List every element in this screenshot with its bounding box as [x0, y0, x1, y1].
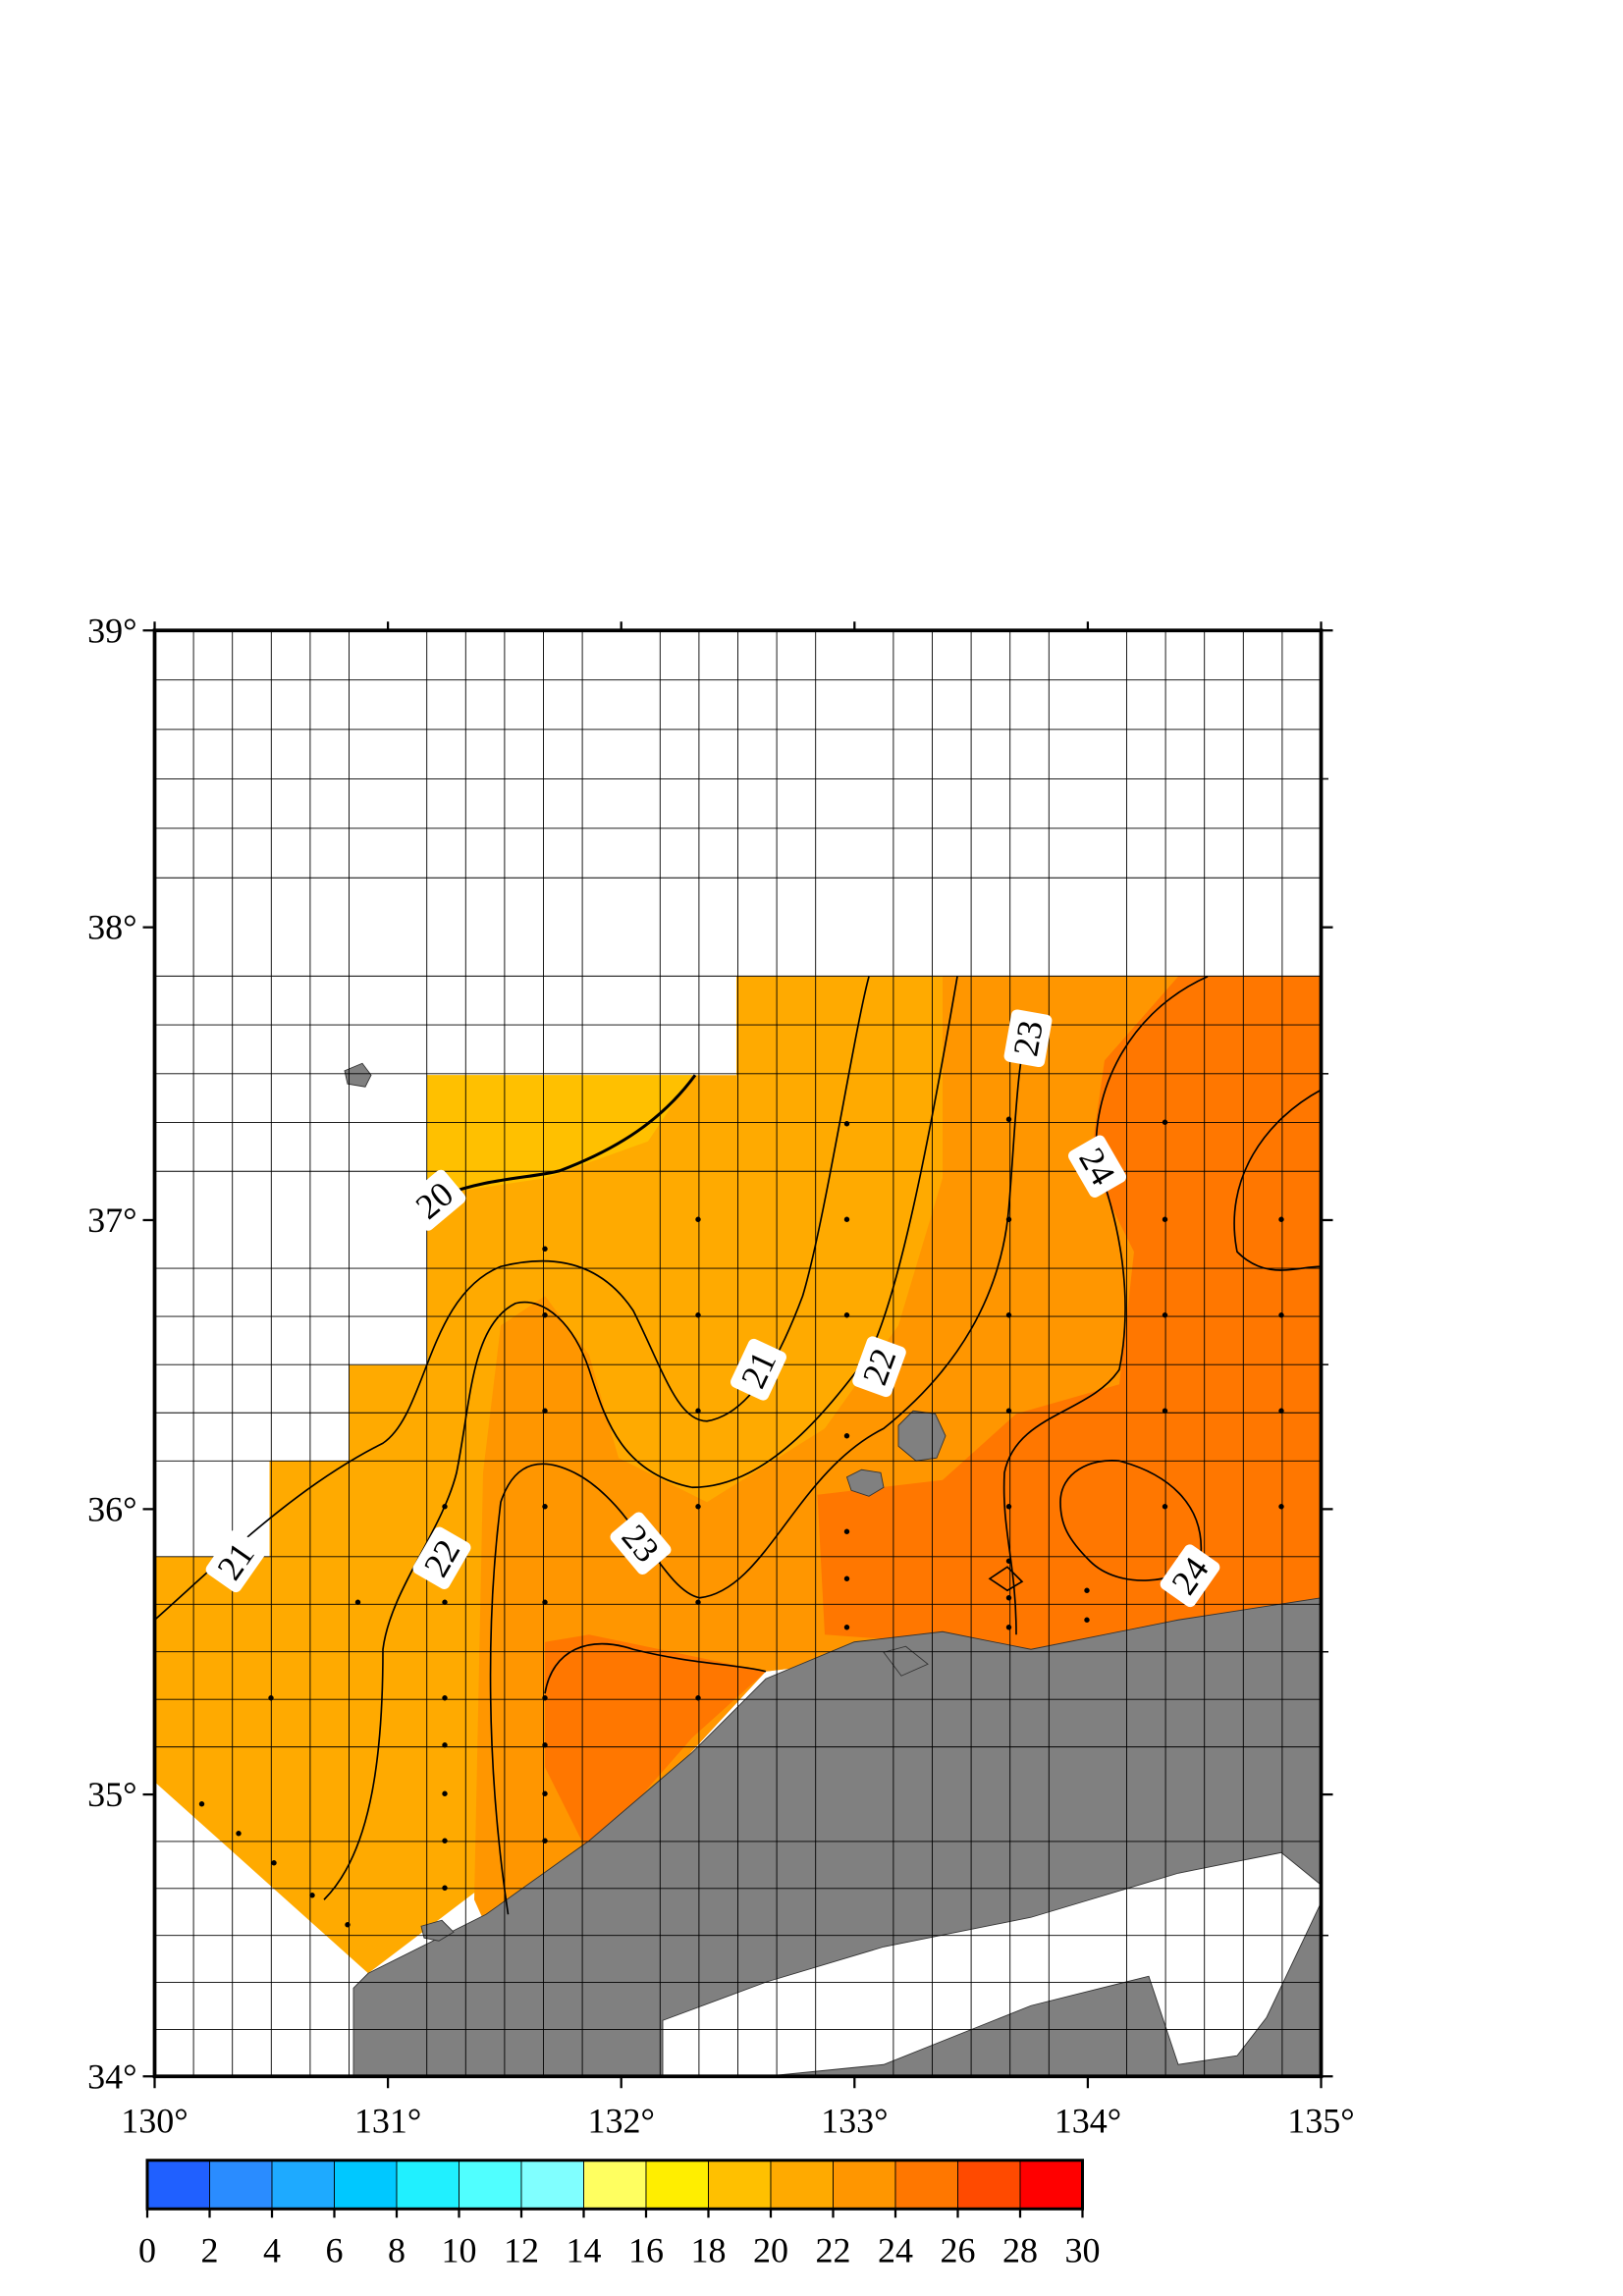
colorbar-tick-label: 22 — [816, 2230, 851, 2269]
colorbar-bin — [833, 2160, 896, 2210]
colorbar-bin — [520, 2160, 584, 2210]
x-tick-label: 131° — [354, 2101, 421, 2140]
contour-label-box — [610, 1512, 672, 1575]
contour-label-box — [1160, 1544, 1220, 1608]
colorbar-tick-label: 8 — [388, 2230, 406, 2269]
contours — [153, 975, 1322, 1915]
colorbar-bin — [271, 2160, 335, 2210]
colorbar-tick-label: 0 — [138, 2230, 156, 2269]
contour-label-text: 23 — [1005, 1018, 1051, 1059]
x-tick-label: 132° — [587, 2101, 654, 2140]
colorbar-tick-label: 20 — [753, 2230, 788, 2269]
colorbar-bin — [957, 2160, 1021, 2210]
colorbar-frame — [145, 2159, 1084, 2211]
contour-label-box — [852, 1336, 906, 1398]
colorbar-tick-label: 6 — [326, 2230, 344, 2269]
grid — [154, 630, 1322, 2077]
colorbar-tick-label: 26 — [941, 2230, 976, 2269]
axes: 130° 131° 132° 133° 134° 135° 34° 35° 36° 37° 38° 3… — [87, 611, 1355, 2140]
colorbar-tick-label: 10 — [442, 2230, 477, 2269]
colorbar-bin — [583, 2160, 647, 2210]
y-tick-label: 35° — [87, 1775, 136, 1814]
contour-label-box — [730, 1338, 786, 1401]
x-tick-label: 134° — [1055, 2101, 1121, 2140]
contour-label-box — [412, 1526, 471, 1589]
contour-label-box — [205, 1529, 266, 1593]
y-tick-label: 39° — [87, 611, 136, 650]
y-tick-label: 37° — [87, 1201, 136, 1240]
colorbar-tick-label: 2 — [201, 2230, 219, 2269]
y-tick-label: 38° — [87, 908, 136, 947]
colorbar-tick-label: 14 — [567, 2230, 602, 2269]
stations — [198, 1116, 1284, 1928]
contour-label-box — [403, 1169, 466, 1231]
colorbar-bin — [708, 2160, 772, 2210]
contour-label-box — [1068, 1135, 1126, 1198]
y-tick-label: 36° — [87, 1489, 136, 1528]
colorbar-tick-label: 4 — [263, 2230, 281, 2269]
x-tick-label: 130° — [121, 2101, 188, 2140]
contour-label-box — [1003, 1009, 1053, 1068]
contour-label: 23 — [1003, 1009, 1053, 1068]
map-frame — [152, 628, 1324, 2079]
colorbar-bin — [894, 2160, 958, 2210]
colorbar-tick-label: 28 — [1002, 2230, 1038, 2269]
colorbar-bin — [146, 2160, 210, 2210]
colorbar-bin — [1019, 2160, 1083, 2210]
colorbar-bin — [334, 2160, 398, 2210]
colorbar-bin — [396, 2160, 460, 2210]
colorbar-tick-label: 12 — [504, 2230, 539, 2269]
y-tick-label: 34° — [87, 2056, 136, 2096]
colorbar-bin — [645, 2160, 709, 2210]
colorbar-bin — [459, 2160, 522, 2210]
x-tick-label: 133° — [821, 2101, 888, 2140]
colorbar-tick-label: 16 — [628, 2230, 664, 2269]
land — [344, 1062, 1322, 2077]
colorbar-tick-label: 30 — [1065, 2230, 1101, 2269]
colorbar: 0 2 4 6 8 10 12 14 16 18 20 22 24 26 28 30 — [138, 2159, 1101, 2269]
colorbar-bin — [770, 2160, 834, 2210]
colorbar-tick-label: 24 — [878, 2230, 913, 2269]
x-tick-label: 135° — [1287, 2101, 1354, 2140]
colorbar-bin — [209, 2160, 273, 2210]
colorbar-tick-label: 18 — [691, 2230, 727, 2269]
